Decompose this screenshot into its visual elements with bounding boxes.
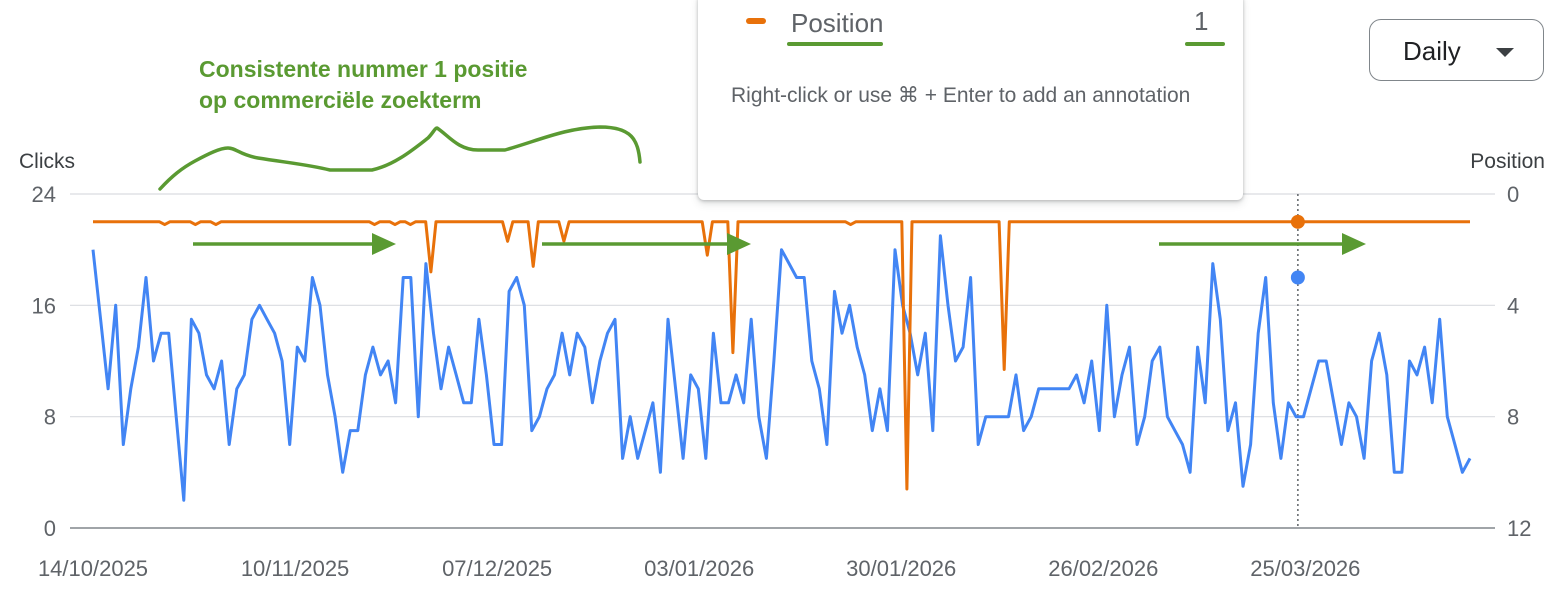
trend-arrow-1 [193,233,396,255]
left-tick-label: 0 [44,516,56,541]
annotation-line-2: op commerciële zoekterm [199,87,482,113]
left-tick-label: 24 [32,182,56,207]
caret-down-icon [1496,48,1514,57]
trend-arrow-2 [542,233,751,255]
tooltip-value-underline [1185,42,1225,46]
left-axis-ticks: 24 16 8 0 [32,182,56,541]
left-tick-label: 16 [32,293,56,318]
hover-point-clicks [1290,270,1305,285]
left-tick-label: 8 [44,405,56,430]
right-tick-label: 8 [1507,405,1519,430]
x-tick-label: 25/03/2026 [1250,556,1360,581]
series-line-clicks [91,234,1472,502]
series-line-position [93,220,1470,491]
annotation-line-1: Consistente nummer 1 positie [199,56,527,82]
hover-point-position [1290,214,1305,229]
right-tick-label: 4 [1507,293,1519,318]
x-tick-label: 10/11/2025 [241,556,349,581]
x-tick-label: 14/10/2025 [38,556,148,581]
tooltip-series-label: Position [791,8,884,38]
x-tick-label: 30/01/2026 [846,556,956,581]
right-axis-title: Position [1470,150,1545,173]
hover-tooltip: Position 1 Right-click or use ⌘ + Enter … [698,0,1243,200]
granularity-selected-label: Daily [1403,36,1461,66]
right-tick-label: 0 [1507,182,1519,207]
tooltip-hint: Right-click or use ⌘ + Enter to add an a… [731,84,1191,107]
left-axis-title: Clicks [19,150,75,173]
right-tick-label: 12 [1507,516,1531,541]
tooltip-series-value: 1 [1194,6,1209,36]
annotation-brace [158,125,642,191]
x-tick-label: 07/12/2025 [442,556,552,581]
tooltip-label-underline [787,42,883,46]
granularity-dropdown[interactable]: Daily [1369,19,1544,81]
trend-arrow-3 [1159,233,1366,255]
x-tick-label: 03/01/2026 [644,556,754,581]
x-tick-label: 26/02/2026 [1048,556,1158,581]
right-axis-ticks: 0 4 8 12 [1507,182,1531,541]
position-swatch-icon [746,18,766,24]
x-axis-ticks: 14/10/2025 10/11/2025 07/12/2025 03/01/2026… [38,556,1360,581]
